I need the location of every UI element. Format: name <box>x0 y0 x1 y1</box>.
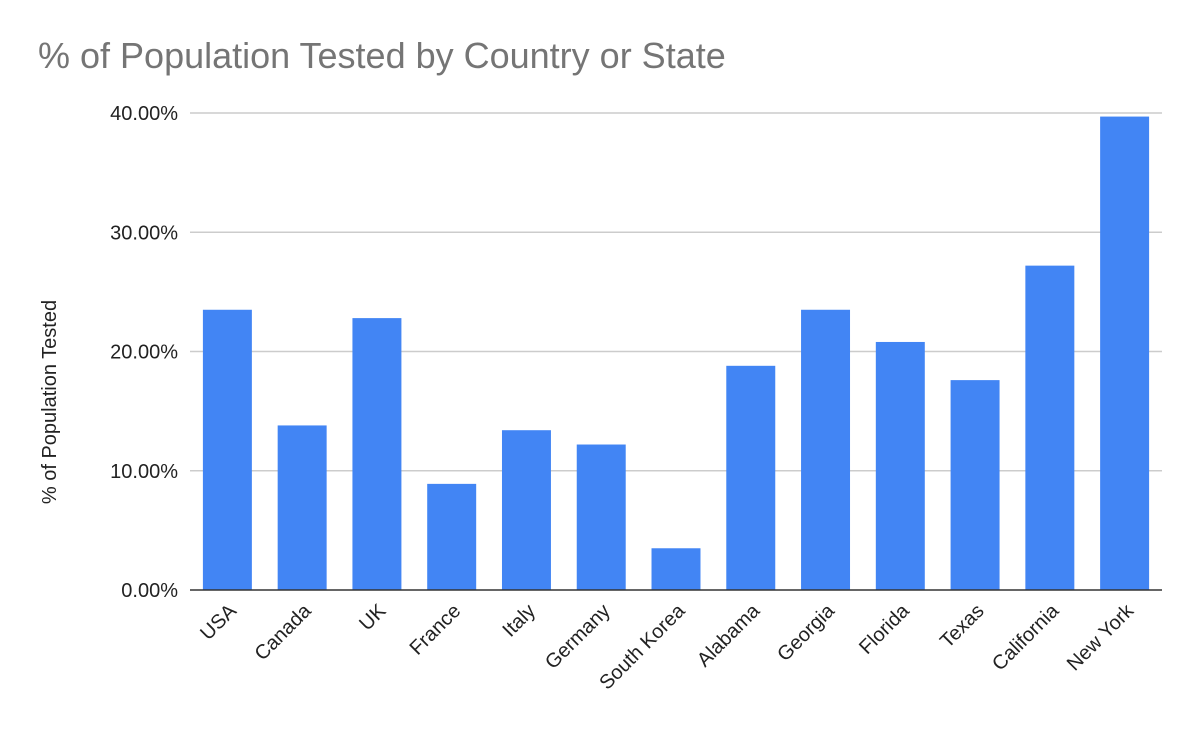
gridlines <box>190 112 1162 472</box>
bars <box>202 116 1150 590</box>
bar-france <box>427 483 477 590</box>
y-tick-label: 20.00% <box>110 342 178 364</box>
bar-uk <box>352 318 402 590</box>
x-tick-label: Florida <box>855 599 914 658</box>
bar-california <box>1025 265 1075 590</box>
y-tick-label: 40.00% <box>110 103 178 125</box>
x-tick-label: Italy <box>498 600 539 641</box>
y-axis-title: % of Population Tested <box>39 300 61 504</box>
bar-south-korea <box>651 548 701 590</box>
bar-florida <box>875 341 925 590</box>
x-tick-label: USA <box>196 600 241 645</box>
bar-germany <box>576 444 626 590</box>
x-tick-label: Texas <box>936 600 989 653</box>
x-tick-label: Alabama <box>693 599 765 671</box>
bar-new-york <box>1100 116 1150 590</box>
bar-usa <box>202 309 252 590</box>
bar-italy <box>501 430 551 590</box>
x-tick-label: UK <box>355 600 391 636</box>
x-tick-label: Georgia <box>773 599 839 665</box>
y-tick-label: 30.00% <box>110 222 178 244</box>
x-tick-label: Canada <box>251 599 317 665</box>
y-tick-label: 0.00% <box>121 580 178 602</box>
chart-title: % of Population Tested by Country or Sta… <box>38 35 726 76</box>
x-tick-label: France <box>406 600 466 660</box>
y-axis-tick-labels: 0.00% 10.00% 20.00% 30.00% 40.00% <box>110 103 178 602</box>
y-tick-label: 10.00% <box>110 461 178 483</box>
bar-canada <box>277 425 327 590</box>
bar-georgia <box>801 309 851 590</box>
x-tick-label: Germany <box>541 600 615 674</box>
x-tick-label: California <box>988 599 1064 675</box>
bar-texas <box>950 380 1000 590</box>
bar-alabama <box>726 365 776 590</box>
x-tick-label: New York <box>1063 599 1139 675</box>
